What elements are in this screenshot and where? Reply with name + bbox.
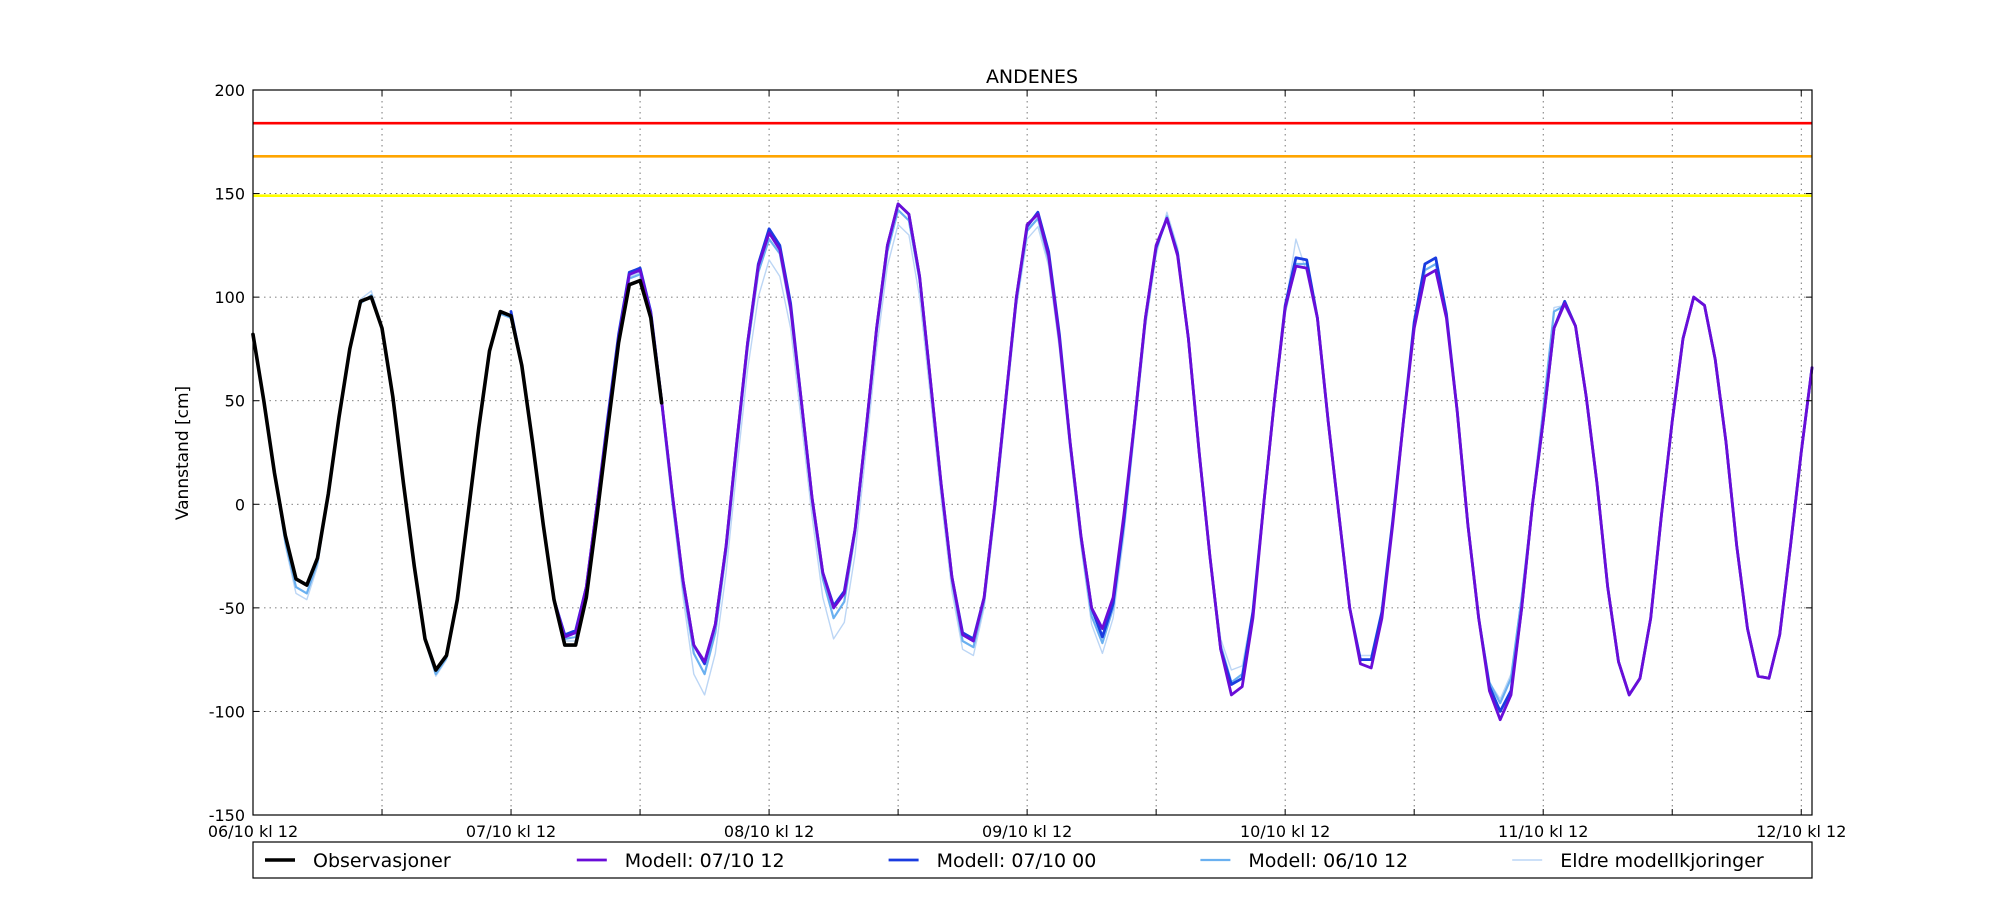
legend-label: Modell: 06/10 12 <box>1248 850 1408 872</box>
series-line-2 <box>509 202 1814 713</box>
legend-label: Observasjoner <box>313 850 451 872</box>
plot-frame <box>252 89 1813 816</box>
legend: Observasjoner Modell: 07/10 12 Modell: 07/… <box>252 841 1813 879</box>
y-tick-label: 50 <box>225 392 245 411</box>
legend-label: Modell: 07/10 00 <box>937 850 1097 872</box>
x-tick-label: 11/10 kl 12 <box>1498 822 1588 841</box>
threshold-lines <box>253 121 1812 197</box>
x-tick-label: 08/10 kl 12 <box>724 822 814 841</box>
x-tick-label: 09/10 kl 12 <box>982 822 1072 841</box>
y-tick-label: -100 <box>209 702 245 721</box>
series-layer <box>251 202 1814 722</box>
series-line-0 <box>251 278 664 672</box>
legend-label: Modell: 07/10 12 <box>625 850 785 872</box>
x-tick-label: 12/10 kl 12 <box>1756 822 1846 841</box>
x-tick-label: 07/10 kl 12 <box>466 822 556 841</box>
y-tick-label: 0 <box>235 495 245 514</box>
y-tick-label: 150 <box>214 185 245 204</box>
series-line-1 <box>251 202 1814 722</box>
y-tick-label: 100 <box>214 288 245 307</box>
grid-layer <box>253 90 1812 815</box>
y-tick-label: 200 <box>214 81 245 100</box>
y-axis-title: Vannstand [cm] <box>173 386 193 520</box>
series-line-4 <box>252 211 1813 700</box>
x-tick-label: 10/10 kl 12 <box>1240 822 1330 841</box>
chart-title: ANDENES <box>986 66 1078 88</box>
y-tick-label: -150 <box>209 806 245 825</box>
legend-box <box>252 841 1813 879</box>
tick-layer: -150 -100 -50 0 50 100 150 200 06/10 kl 12 07/10 … <box>208 81 1847 841</box>
y-tick-label: -50 <box>219 599 245 618</box>
legend-label: Eldre modellkjoringer <box>1560 850 1764 872</box>
series-line-3 <box>251 209 1814 705</box>
x-tick-label: 06/10 kl 12 <box>208 822 298 841</box>
